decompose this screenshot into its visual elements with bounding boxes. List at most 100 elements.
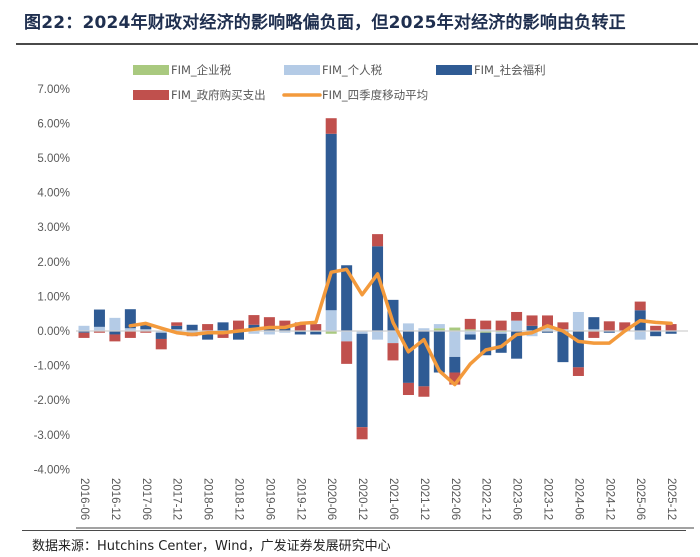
bar-group xyxy=(155,331,167,350)
bar-segment xyxy=(202,331,214,340)
bar-segment xyxy=(433,328,445,331)
bar-segment xyxy=(341,331,353,342)
bar-segment xyxy=(665,331,677,334)
bar-group xyxy=(93,309,105,333)
legend-swatch xyxy=(133,65,169,75)
bar-segment xyxy=(140,331,152,333)
bar-segment xyxy=(542,331,553,333)
bar-segment xyxy=(279,320,291,328)
bar-segment xyxy=(495,332,507,334)
legend-swatch xyxy=(284,65,320,75)
bar-group xyxy=(78,325,90,338)
bar-segment xyxy=(619,322,631,331)
bar-group xyxy=(263,317,275,335)
bar-segment xyxy=(634,331,646,340)
bar-segment xyxy=(526,332,538,337)
bar-segment xyxy=(78,332,90,338)
bar-group xyxy=(603,321,615,333)
bar-segment xyxy=(480,332,492,356)
bar-group xyxy=(310,324,322,335)
x-tick-label: 2022-12 xyxy=(480,478,492,520)
bar-segment xyxy=(495,333,507,353)
moving-average-line xyxy=(128,267,673,387)
bar-segment xyxy=(202,324,214,331)
bar-segment xyxy=(603,331,615,333)
bar-segment xyxy=(171,329,183,331)
bar-segment xyxy=(356,427,368,440)
y-tick-label: 6.00% xyxy=(37,118,70,130)
y-tick-label: 5.00% xyxy=(37,153,70,165)
bar-segment xyxy=(155,331,167,333)
bar-segment xyxy=(356,331,368,334)
legend-swatch xyxy=(133,90,169,100)
bar-segment xyxy=(140,324,152,330)
bar-segment xyxy=(634,301,646,311)
bar-group xyxy=(279,320,291,333)
bar-group xyxy=(542,315,553,333)
bar-segment xyxy=(464,334,476,340)
x-tick-label: 2018-06 xyxy=(202,478,214,520)
x-tick-label: 2025-06 xyxy=(634,478,646,520)
bar-segment xyxy=(464,331,476,335)
bar-group xyxy=(356,331,368,440)
bar-segment xyxy=(140,329,152,331)
y-tick-label: 3.00% xyxy=(37,222,70,234)
bar-segment xyxy=(109,317,121,331)
bar-segment xyxy=(557,331,569,363)
bar-segment xyxy=(171,325,183,330)
x-tick-label: 2019-06 xyxy=(263,478,275,520)
bar-segment xyxy=(248,331,260,334)
bar-group xyxy=(372,234,384,340)
y-tick-label: 4.00% xyxy=(37,188,70,200)
bar-segment xyxy=(93,326,105,331)
legend-item: FIM_社会福利 xyxy=(436,63,546,77)
x-tick-label: 2023-06 xyxy=(511,478,523,520)
bar-segment xyxy=(186,324,198,331)
bar-segment xyxy=(449,356,461,373)
bar-group xyxy=(619,322,631,331)
bar-segment xyxy=(233,320,244,331)
bar-group xyxy=(140,324,152,333)
bar-segment xyxy=(464,318,476,330)
x-tick-label: 2020-06 xyxy=(325,478,337,520)
bar-segment xyxy=(310,324,322,331)
bar-segment xyxy=(542,327,553,331)
bar-segment xyxy=(511,311,523,321)
x-tick-label: 2021-12 xyxy=(418,478,430,520)
bar-segment xyxy=(171,322,183,326)
bar-group xyxy=(325,118,337,334)
bar-group xyxy=(418,328,430,397)
x-tick-label: 2023-12 xyxy=(541,478,553,520)
title-divider xyxy=(16,43,698,45)
bar-segment xyxy=(418,331,430,387)
bar-segment xyxy=(387,331,399,344)
bar-segment xyxy=(572,331,584,368)
bar-group xyxy=(171,322,183,331)
bar-segment xyxy=(124,331,136,338)
legend: FIM_企业税 FIM_个人税 FIM_社会福利 FIM_政府购买支出 FIM_四季度移… xyxy=(133,63,546,102)
bar-segment xyxy=(93,331,105,333)
bar-segment xyxy=(217,332,229,338)
bar-group xyxy=(650,325,662,337)
bar-segment xyxy=(279,327,291,331)
bar-segment xyxy=(294,322,306,331)
bar-segment xyxy=(650,325,662,331)
bar-segment xyxy=(433,324,445,329)
bar-segment xyxy=(511,331,523,359)
bar-group xyxy=(202,324,214,340)
legend-swatch xyxy=(436,65,472,75)
x-tick-label: 2024-06 xyxy=(572,478,584,520)
bar-segment xyxy=(588,317,600,330)
bar-group xyxy=(402,323,414,396)
bar-group xyxy=(572,311,584,376)
bar-segment xyxy=(263,328,275,331)
bar-group xyxy=(665,324,677,334)
bar-segment xyxy=(78,331,90,333)
x-tick-label: 2016-06 xyxy=(78,478,90,520)
bar-group xyxy=(433,324,445,373)
legend-item: FIM_四季度移动平均 xyxy=(282,88,428,102)
y-tick-label: 0.00% xyxy=(37,326,70,338)
bar-segment xyxy=(542,315,553,328)
y-tick-label: -3.00% xyxy=(34,430,70,442)
bar-segment xyxy=(294,331,306,335)
